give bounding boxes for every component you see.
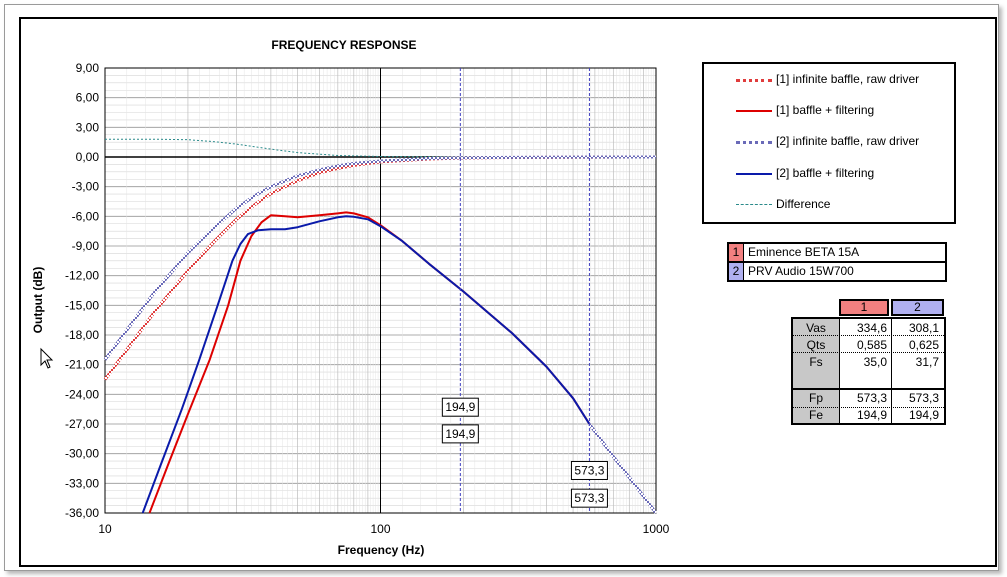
plot-grid xyxy=(104,67,657,514)
plot-border xyxy=(104,67,657,514)
chart-area: FREQUENCY RESPONSE Frequency (Hz) Output… xyxy=(19,17,997,567)
param-value: 194,9 xyxy=(908,408,939,422)
param-value: 194,9 xyxy=(856,408,887,422)
frequency-markers: 194,9 194,9 573,3 573,3 xyxy=(441,68,608,513)
legend-item: [1] infinite baffle, raw driver xyxy=(704,72,954,88)
driver-list: 1 Eminence BETA 15A 2 PRV Audio 15W700 xyxy=(727,242,947,282)
param-value: 31,7 xyxy=(915,355,939,369)
x-axis-label: Frequency (Hz) xyxy=(338,543,425,557)
param-divider xyxy=(891,319,892,423)
param-value: 573,3 xyxy=(908,391,939,405)
param-value: 0,585 xyxy=(856,338,887,352)
legend-item: [2] infinite baffle, raw driver xyxy=(704,134,954,150)
marker-label-box xyxy=(441,424,479,444)
param-label: Qts xyxy=(806,338,826,352)
param-row-separator xyxy=(793,352,944,353)
legend-item: [2] baffle + filtering xyxy=(704,166,954,182)
legend-item: Difference xyxy=(704,197,954,213)
parameter-table: 1 2 Vas 334,6 308,1 Qts 0,585 0,625 Fs 3… xyxy=(791,299,946,425)
x-tick-label: 100 xyxy=(370,522,390,536)
y-tick-label: -12,00 xyxy=(65,269,99,283)
marker-label-box xyxy=(570,488,608,508)
marker-label-box xyxy=(441,397,479,417)
series-line xyxy=(103,155,657,361)
driver-name: PRV Audio 15W700 xyxy=(748,264,854,278)
legend-swatch xyxy=(736,79,772,82)
driver-row: 1 Eminence BETA 15A xyxy=(729,244,945,261)
param-row-separator xyxy=(793,407,944,408)
legend-swatch xyxy=(736,173,772,175)
legend-label: [2] baffle + filtering xyxy=(776,166,875,180)
y-tick-label: 6,00 xyxy=(76,91,100,105)
x-tick-label: 1000 xyxy=(643,522,670,536)
marker-label: 573,3 xyxy=(574,463,604,477)
param-value: 308,1 xyxy=(908,321,939,335)
chart-legend: [1] infinite baffle, raw driver [1] baff… xyxy=(702,62,956,224)
legend-label: Difference xyxy=(776,197,831,211)
param-label: Fs xyxy=(809,355,823,369)
param-divider xyxy=(839,319,840,423)
y-tick-label: -3,00 xyxy=(72,180,100,194)
series-line xyxy=(588,423,658,514)
driver-name: Eminence BETA 15A xyxy=(748,245,860,259)
param-header-2: 2 xyxy=(914,300,921,314)
marker-label: 194,9 xyxy=(445,427,475,441)
legend-swatch xyxy=(736,204,772,205)
series-line xyxy=(141,215,591,514)
y-tick-label: 3,00 xyxy=(76,120,100,134)
y-tick-label: 0,00 xyxy=(76,150,100,164)
y-tick-label: -18,00 xyxy=(65,328,99,342)
marker-label-box xyxy=(570,460,608,480)
legend-swatch xyxy=(736,110,772,112)
param-header-2-cell xyxy=(891,299,944,316)
param-row-separator xyxy=(793,335,944,336)
y-tick-label: -30,00 xyxy=(65,447,99,461)
param-value: 35,0 xyxy=(863,355,887,369)
param-value: 334,6 xyxy=(856,321,887,335)
param-label: Fe xyxy=(808,408,823,422)
driver-number: 2 xyxy=(729,263,744,280)
y-tick-label: -24,00 xyxy=(65,387,99,401)
y-tick-label: -6,00 xyxy=(72,209,100,223)
series-line xyxy=(148,211,591,514)
y-tick-label: -36,00 xyxy=(65,506,99,520)
param-section-separator xyxy=(793,388,944,390)
y-tick-label: 9,00 xyxy=(76,61,100,75)
frequency-response-chart: FREQUENCY RESPONSE Frequency (Hz) Output… xyxy=(31,38,670,557)
legend-label: [2] infinite baffle, raw driver xyxy=(776,134,920,148)
driver-row: 2 PRV Audio 15W700 xyxy=(729,261,945,280)
marker-label: 573,3 xyxy=(574,491,604,505)
param-label-column xyxy=(793,319,839,423)
y-axis-label: Output (dB) xyxy=(31,267,45,334)
marker-label: 194,9 xyxy=(445,400,475,414)
x-tick-label: 10 xyxy=(98,522,112,536)
series-line xyxy=(105,138,656,158)
driver-number: 1 xyxy=(729,244,744,261)
param-header-1: 1 xyxy=(860,300,868,314)
param-label: Fp xyxy=(808,391,823,405)
y-tick-label: -21,00 xyxy=(65,358,99,372)
legend-label: [1] infinite baffle, raw driver xyxy=(776,72,920,86)
legend-item: [1] baffle + filtering xyxy=(704,103,954,119)
chart-window: FREQUENCY RESPONSE Frequency (Hz) Output… xyxy=(4,4,999,571)
param-value: 573,3 xyxy=(856,391,887,405)
y-tick-label: -33,00 xyxy=(65,476,99,490)
axis-ticks: 9,00 6,00 3,00 0,00 -3,00 -6,00 -9,00 -12,00 -15… xyxy=(65,61,670,536)
legend-swatch xyxy=(736,141,772,144)
mouse-cursor-icon xyxy=(40,347,54,369)
plot-series xyxy=(103,138,658,514)
y-tick-label: -9,00 xyxy=(72,239,100,253)
y-tick-label: -15,00 xyxy=(65,298,99,312)
legend-label: [1] baffle + filtering xyxy=(776,103,875,117)
y-tick-label: -27,00 xyxy=(65,417,99,431)
param-header-1-cell xyxy=(839,299,889,316)
param-label: Vas xyxy=(806,321,826,335)
param-value: 0,625 xyxy=(908,338,939,352)
chart-title: FREQUENCY RESPONSE xyxy=(271,38,416,52)
